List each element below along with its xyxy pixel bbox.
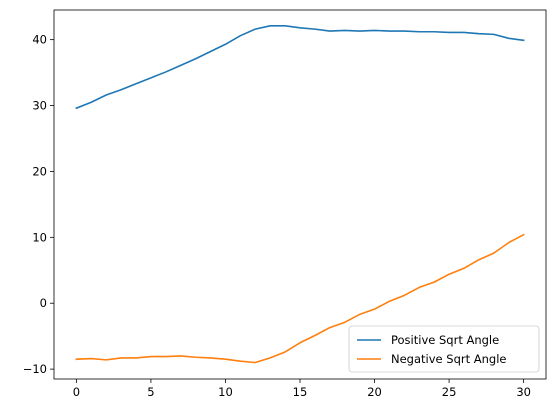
x-tick-label: 0 xyxy=(73,385,80,399)
plot-area-background xyxy=(54,10,546,379)
y-tick-label: 10 xyxy=(32,230,47,244)
x-tick-label: 25 xyxy=(442,385,457,399)
series-line-1 xyxy=(75,233,525,364)
y-tick-label: 0 xyxy=(40,296,47,310)
series-line-0 xyxy=(75,25,525,110)
x-tick-label: 10 xyxy=(218,385,233,399)
series-layer xyxy=(75,25,525,364)
legend: Positive Sqrt Angle Negative Sqrt Angle xyxy=(348,325,540,373)
x-tick-label: 20 xyxy=(367,385,382,399)
legend-box xyxy=(348,325,540,373)
x-tick-label: 15 xyxy=(293,385,308,399)
legend-label-0: Positive Sqrt Angle xyxy=(391,333,499,347)
y-axis: −10 0 10 20 30 40 xyxy=(23,33,54,376)
x-axis: 0 5 10 15 20 25 30 xyxy=(73,379,531,399)
y-tick-label: 20 xyxy=(32,164,47,178)
y-tick-label: 30 xyxy=(32,99,47,113)
legend-label-1: Negative Sqrt Angle xyxy=(391,352,506,366)
x-tick-label: 5 xyxy=(147,385,154,399)
y-tick-label: −10 xyxy=(23,362,47,376)
y-tick-label: 40 xyxy=(32,33,47,47)
x-tick-label: 30 xyxy=(516,385,531,399)
